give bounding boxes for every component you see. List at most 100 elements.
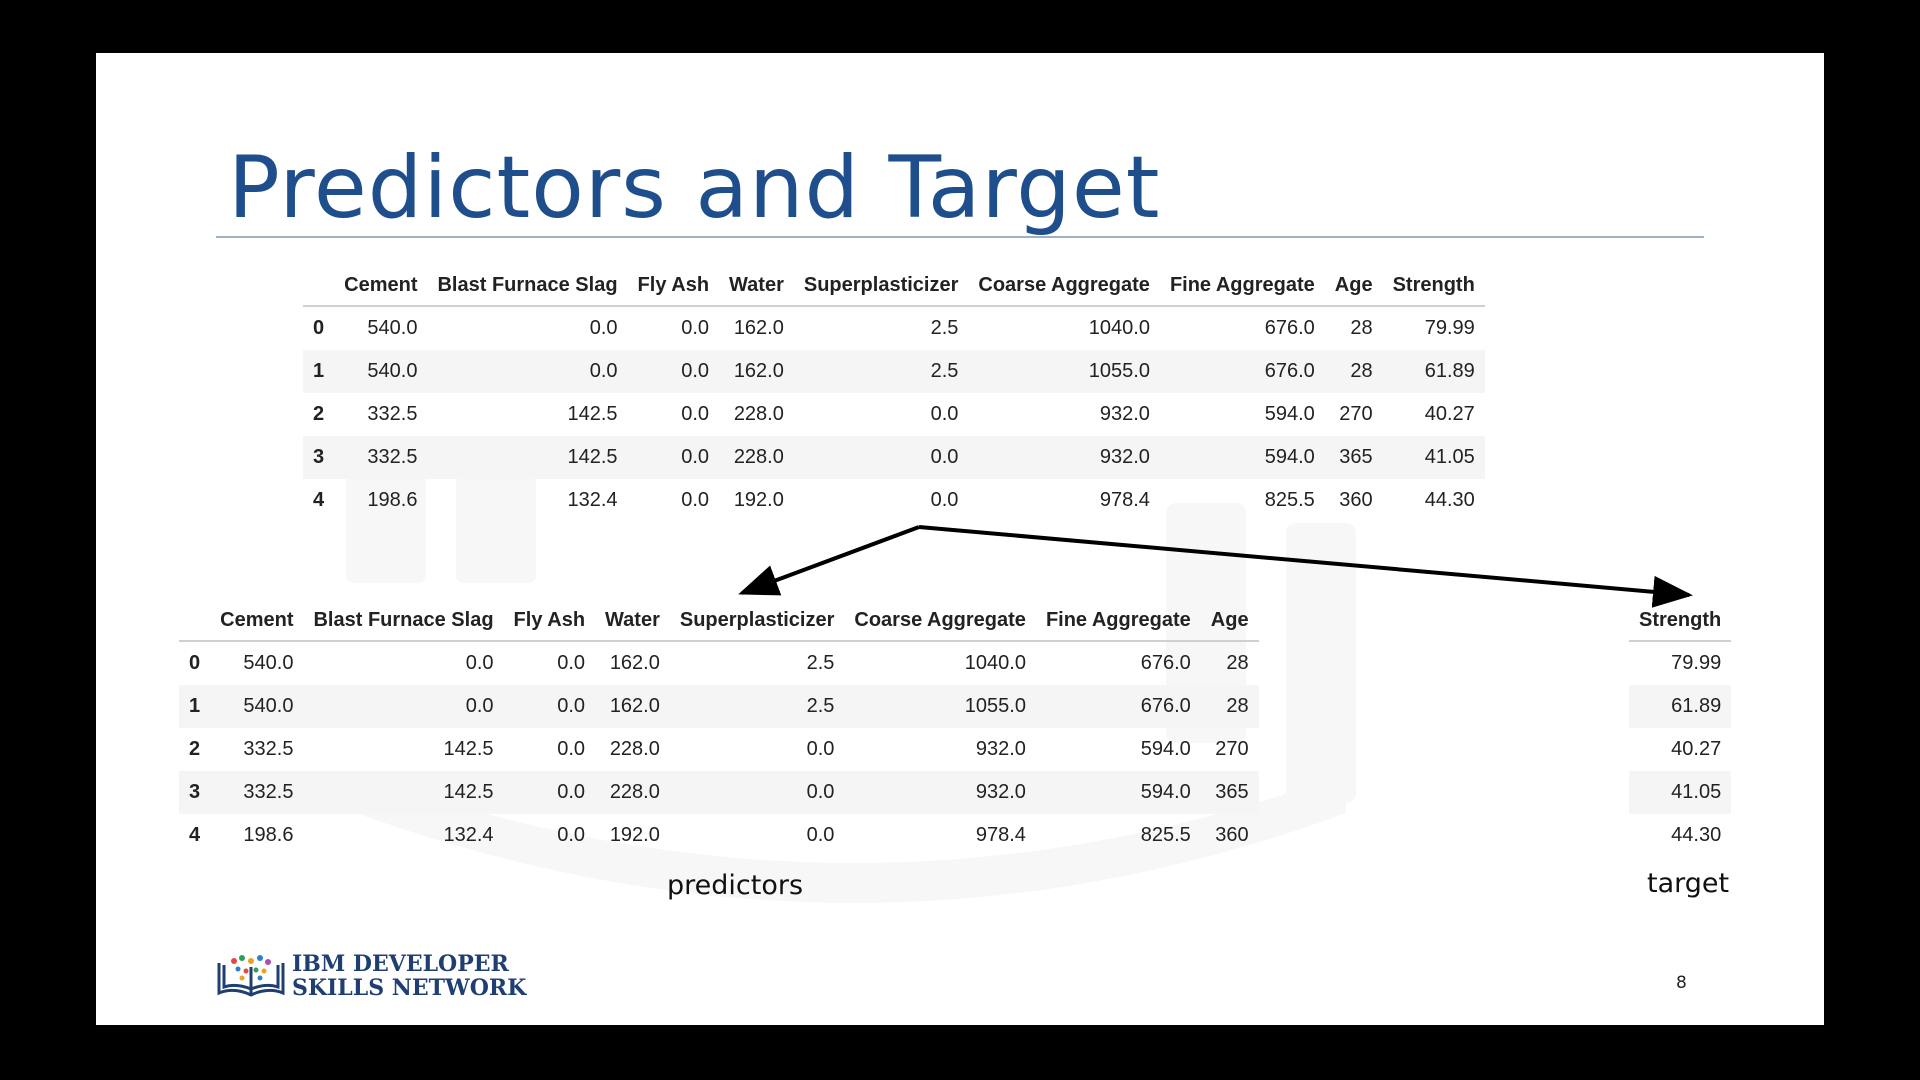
table-cell: 162.0 xyxy=(733,317,784,339)
table-cell: 932.0 xyxy=(975,738,1026,760)
table-cell: 0.0 xyxy=(681,317,710,339)
column-header: Blast Furnace Slag xyxy=(303,600,504,642)
table-cell: 825.5 xyxy=(1140,824,1191,846)
logo-text: IBM DEVELOPER SKILLS NETWORK xyxy=(292,952,526,1000)
column-header: Age xyxy=(1200,600,1259,642)
table-cell: 2.5 xyxy=(930,360,959,382)
table-cell: 540.0 xyxy=(367,317,418,339)
table-cell: 332.5 xyxy=(367,446,418,468)
table-header-row: Strength xyxy=(1629,600,1732,642)
column-header: Cement xyxy=(334,265,428,307)
table-cell: 132.4 xyxy=(443,824,494,846)
table-cell: 228.0 xyxy=(609,738,660,760)
row-index: 4 xyxy=(313,489,325,511)
table-row: 4 198.6 132.4 0.0 192.0 0.0 978.4 825.5 … xyxy=(179,814,1259,857)
table-cell: 61.89 xyxy=(1671,695,1722,717)
table-row: 1 540.0 0.0 0.0 162.0 2.5 1055.0 676.0 2… xyxy=(303,350,1485,393)
table-cell: 1040.0 xyxy=(1088,317,1150,339)
row-index: 1 xyxy=(313,360,325,382)
table-row: 3 332.5 142.5 0.0 228.0 0.0 932.0 594.0 … xyxy=(303,436,1485,479)
table-cell: 594.0 xyxy=(1264,446,1315,468)
table-cell: 365 xyxy=(1215,781,1249,803)
column-header: Fine Aggregate xyxy=(1035,600,1201,642)
table-cell: 40.27 xyxy=(1671,738,1722,760)
table-cell: 1040.0 xyxy=(964,652,1026,674)
ibm-skills-network-logo: IBM DEVELOPER SKILLS NETWORK xyxy=(216,951,526,1001)
book-network-icon xyxy=(217,955,285,997)
table-cell: 0.0 xyxy=(681,360,710,382)
table-cell: 932.0 xyxy=(1099,446,1150,468)
table-cell: 0.0 xyxy=(930,489,959,511)
target-dataframe-table: Strength 79.99 61.89 40.27 41.05 44.30 xyxy=(1629,600,1732,857)
table-cell: 676.0 xyxy=(1264,360,1315,382)
table-cell: 594.0 xyxy=(1264,403,1315,425)
table-cell: 360 xyxy=(1215,824,1249,846)
table-cell: 0.0 xyxy=(557,781,586,803)
table-cell: 142.5 xyxy=(567,403,618,425)
logo-line-2: SKILLS NETWORK xyxy=(292,975,527,1001)
table-cell: 0.0 xyxy=(557,738,586,760)
table-cell: 0.0 xyxy=(681,403,710,425)
table-cell: 79.99 xyxy=(1671,652,1722,674)
table-cell: 2.5 xyxy=(930,317,959,339)
table-cell: 932.0 xyxy=(975,781,1026,803)
table-cell: 0.0 xyxy=(806,738,835,760)
table-cell: 142.5 xyxy=(443,738,494,760)
table-cell: 28 xyxy=(1226,695,1249,717)
table-cell: 0.0 xyxy=(465,695,494,717)
table-cell: 540.0 xyxy=(243,652,294,674)
table-cell: 270 xyxy=(1339,403,1373,425)
table-cell: 228.0 xyxy=(733,446,784,468)
column-header: Cement xyxy=(210,600,304,642)
table-cell: 0.0 xyxy=(806,824,835,846)
table-cell: 41.05 xyxy=(1671,781,1722,803)
table-cell: 676.0 xyxy=(1264,317,1315,339)
table-row: 3 332.5 142.5 0.0 228.0 0.0 932.0 594.0 … xyxy=(179,771,1259,814)
table-cell: 40.27 xyxy=(1424,403,1475,425)
table-cell: 44.30 xyxy=(1424,489,1475,511)
table-cell: 2.5 xyxy=(806,695,835,717)
table-cell: 132.4 xyxy=(567,489,618,511)
row-index: 0 xyxy=(313,317,325,339)
page-number: 8 xyxy=(1676,973,1687,993)
table-cell: 198.6 xyxy=(243,824,294,846)
column-header: Coarse Aggregate xyxy=(968,265,1160,307)
table-cell: 28 xyxy=(1350,317,1373,339)
slide-title: Predictors and Target xyxy=(228,138,1161,238)
column-header: Superplasticizer xyxy=(793,265,969,307)
column-header: Water xyxy=(595,600,670,642)
table-cell: 978.4 xyxy=(975,824,1026,846)
full-dataframe-table: Cement Blast Furnace Slag Fly Ash Water … xyxy=(303,265,1485,522)
row-index: 3 xyxy=(189,781,201,803)
column-header: Fly Ash xyxy=(503,600,596,642)
column-header: Strength xyxy=(1629,600,1732,642)
table-cell: 198.6 xyxy=(367,489,418,511)
logo-line-1: IBM DEVELOPER xyxy=(292,951,509,977)
table-cell: 79.99 xyxy=(1424,317,1475,339)
table-row: 0 540.0 0.0 0.0 162.0 2.5 1040.0 676.0 2… xyxy=(303,306,1485,350)
table-header-row: Cement Blast Furnace Slag Fly Ash Water … xyxy=(179,600,1259,642)
column-header: Age xyxy=(1324,265,1383,307)
table-cell: 360 xyxy=(1339,489,1373,511)
table-cell: 540.0 xyxy=(243,695,294,717)
table-row: 79.99 xyxy=(1629,641,1731,685)
column-header: Strength xyxy=(1382,265,1485,307)
table-cell: 228.0 xyxy=(609,781,660,803)
table-cell: 540.0 xyxy=(367,360,418,382)
table-cell: 0.0 xyxy=(930,446,959,468)
row-index: 4 xyxy=(189,824,201,846)
column-header-index xyxy=(179,600,211,642)
table-cell: 0.0 xyxy=(589,360,618,382)
table-cell: 0.0 xyxy=(681,489,710,511)
table-cell: 676.0 xyxy=(1140,695,1191,717)
table-cell: 0.0 xyxy=(930,403,959,425)
table-cell: 142.5 xyxy=(567,446,618,468)
table-cell: 44.30 xyxy=(1671,824,1722,846)
table-cell: 28 xyxy=(1350,360,1373,382)
table-cell: 978.4 xyxy=(1099,489,1150,511)
table-cell: 162.0 xyxy=(609,652,660,674)
table-cell: 825.5 xyxy=(1264,489,1315,511)
table-cell: 932.0 xyxy=(1099,403,1150,425)
table-cell: 0.0 xyxy=(557,695,586,717)
table-row: 61.89 xyxy=(1629,685,1732,728)
